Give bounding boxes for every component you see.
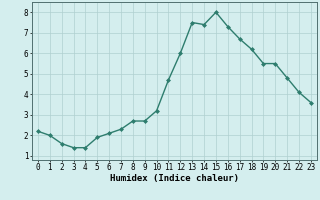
X-axis label: Humidex (Indice chaleur): Humidex (Indice chaleur) bbox=[110, 174, 239, 183]
